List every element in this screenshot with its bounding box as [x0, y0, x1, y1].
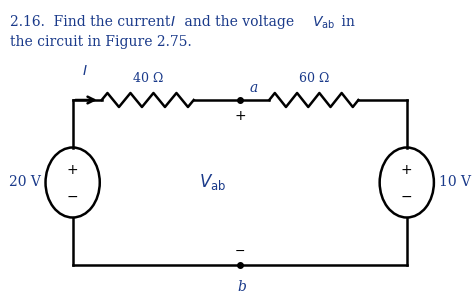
Text: −: −: [235, 244, 246, 257]
Text: 40 Ω: 40 Ω: [133, 72, 163, 85]
Text: 2.16.  Find the current: 2.16. Find the current: [10, 15, 174, 29]
Text: −: −: [401, 189, 413, 203]
Text: −: −: [67, 189, 78, 203]
Text: a: a: [250, 81, 258, 95]
Text: $I$: $I$: [82, 64, 88, 78]
Text: 20 V: 20 V: [9, 175, 41, 189]
Text: $I$: $I$: [171, 15, 176, 29]
Text: in: in: [337, 15, 355, 29]
Text: +: +: [234, 109, 246, 123]
Text: and the voltage: and the voltage: [180, 15, 299, 29]
Text: +: +: [401, 164, 413, 178]
Text: 60 Ω: 60 Ω: [299, 72, 329, 85]
Text: the circuit in Figure 2.75.: the circuit in Figure 2.75.: [10, 35, 191, 49]
Text: 10 V: 10 V: [439, 175, 471, 189]
Text: +: +: [67, 164, 78, 178]
Text: $V_{\mathrm{ab}}$: $V_{\mathrm{ab}}$: [200, 172, 227, 192]
Text: b: b: [238, 280, 247, 294]
Text: $V_{\mathrm{ab}}$: $V_{\mathrm{ab}}$: [312, 15, 335, 31]
